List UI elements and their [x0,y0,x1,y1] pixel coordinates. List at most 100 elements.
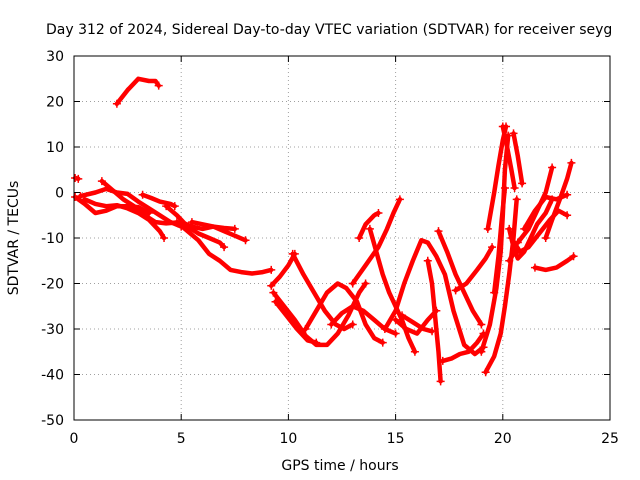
series-arc-32 [511,131,525,186]
series-arc-18 [356,210,381,241]
series-arc-20 [382,238,486,357]
data-point-marker [477,347,486,356]
series-arc-38 [532,253,576,273]
y-tick-label: 30 [46,49,64,65]
data-point-marker [518,179,527,188]
data-point-marker [162,202,171,211]
series-arc-30 [491,185,508,295]
series-arc-10 [189,219,248,243]
data-point-marker [512,195,521,204]
series-arc-15 [303,281,385,345]
data-point-marker [510,183,519,192]
data-point-marker [312,338,321,347]
data-point-marker [267,281,276,290]
data-point-marker [436,377,445,386]
series-arc-39 [506,249,521,264]
series-arc-22 [399,313,435,334]
data-point-marker [348,320,357,329]
data-point-marker [569,252,578,261]
x-axis-label: GPS time / hours [281,458,398,474]
y-tick-label: -40 [41,368,64,384]
data-point-marker [563,211,572,220]
series-arc-12 [271,281,368,348]
data-point-marker [230,224,239,233]
data-point-marker [391,329,400,338]
x-tick-label: 25 [601,431,619,447]
data-point-marker [398,311,407,320]
data-point-marker [507,234,516,242]
y-axis-ticks: -50 -40 -30 -20 -10 0 10 20 30 [41,49,610,429]
series-arc-9 [174,219,274,276]
series-arc-26 [453,244,495,293]
series-arc-25 [440,331,486,364]
x-tick-label: 20 [494,431,512,447]
data-point-marker [267,265,276,274]
series-arc-3 [78,186,184,229]
series-arc-7 [140,192,178,209]
data-point-marker [395,195,404,204]
y-tick-label: 10 [46,140,64,156]
data-point-marker [327,320,336,329]
series-arc-24 [436,228,484,327]
data-point-marker [355,234,364,242]
data-point-marker [509,129,518,138]
series-arc-8 [163,203,227,250]
y-tick-label: -50 [41,413,64,429]
data-point-marker [567,158,576,167]
series-arc-23 [425,258,443,384]
data-point-marker [520,224,529,233]
series-arc-17 [350,197,403,286]
x-tick-label: 15 [387,431,405,447]
data-point-marker [154,81,163,90]
data-point-marker [160,234,169,242]
x-axis-ticks: 0 5 10 15 20 25 [70,56,619,447]
data-point-marker [438,356,447,365]
series-arc-34 [509,208,570,254]
data-point-marker [541,234,550,242]
y-tick-label: 0 [55,186,64,202]
chart-title: Day 312 of 2024, Sidereal Day-to-day VTE… [46,22,612,38]
data-point-marker [74,174,83,183]
data-point-marker [241,236,250,245]
data-point-marker [530,263,539,272]
data-point-marker [410,347,419,356]
data-point-marker [172,218,181,227]
y-tick-label: -20 [41,277,64,293]
series-arc-31 [500,124,517,191]
data-point-marker [451,286,460,295]
data-point-marker [423,256,432,265]
y-axis-label: SDTVAR / TECUs [6,181,22,296]
data-point-marker [378,338,387,347]
data-point-marker [380,325,389,333]
data-point-marker [488,243,497,252]
data-point-marker [498,122,507,131]
data-point-marker [500,183,509,192]
data-point-marker [513,238,522,247]
data-point-marker [138,190,147,199]
data-point-marker [220,243,229,252]
data-point-marker [348,279,357,288]
data-point-marker [483,224,492,233]
data-point-marker [490,288,499,297]
data-point-marker [187,218,196,227]
data-point-marker [271,297,280,306]
series-arc-19 [367,226,418,355]
data-point-marker [80,195,89,204]
series-arc-6 [114,76,161,107]
data-point-marker [301,325,310,333]
data-point-marker [434,227,443,236]
data-point-marker [513,247,522,256]
x-tick-label: 0 [70,431,79,447]
data-point-marker [112,99,121,108]
data-point-marker [391,315,400,324]
data-point-marker [170,202,179,211]
data-point-marker [548,163,557,172]
data-point-marker [505,256,514,265]
series-arc-37 [543,160,574,241]
y-tick-label: -10 [41,231,64,247]
data-point-marker [481,368,490,377]
y-tick-label: 20 [46,95,64,111]
data-point-marker [288,249,297,258]
x-tick-label: 5 [177,431,186,447]
data-point-marker [361,279,370,288]
